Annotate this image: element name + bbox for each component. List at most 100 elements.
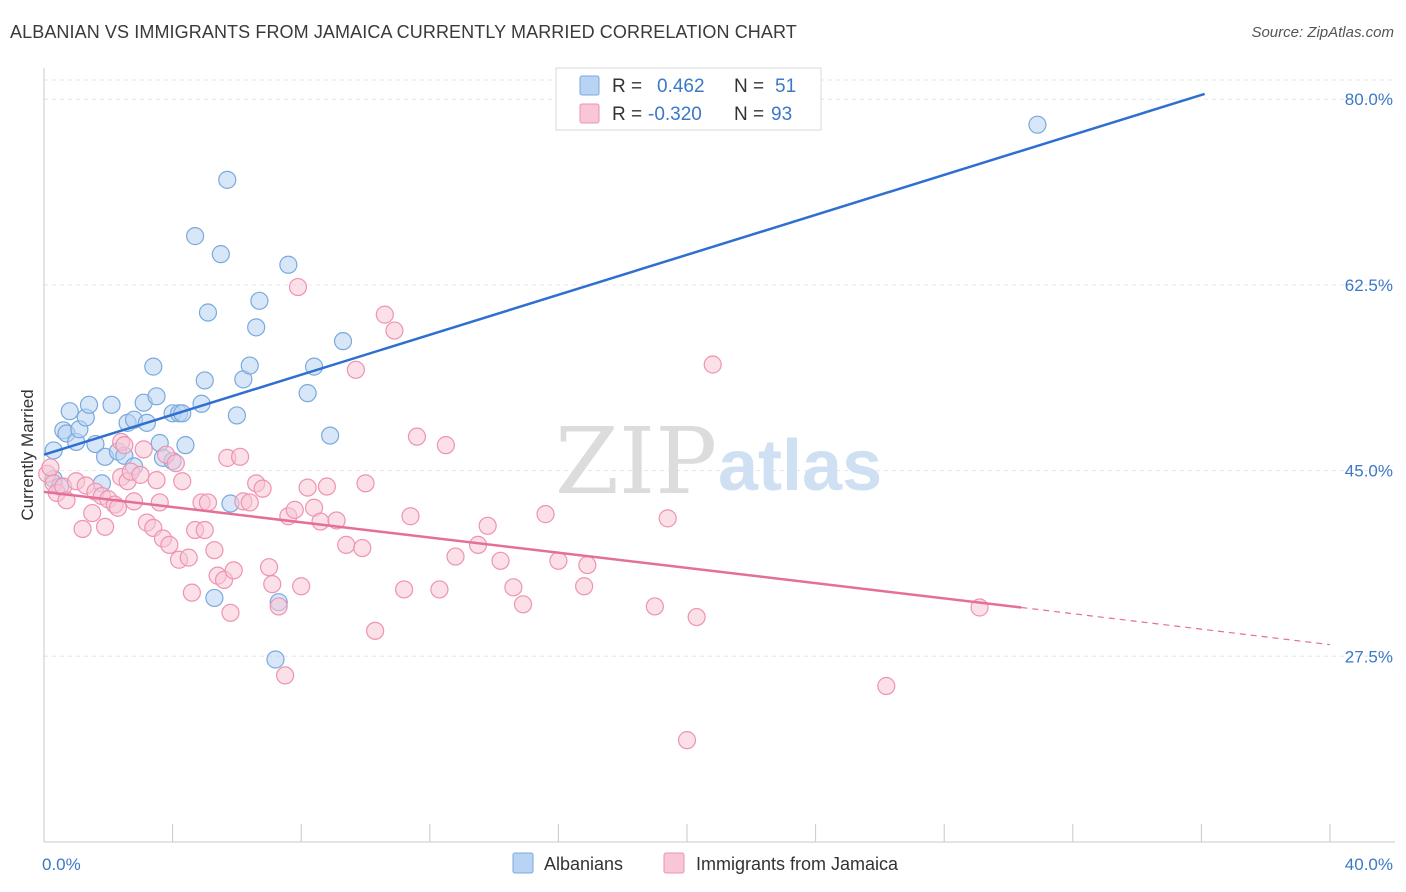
series-legend: Albanians Immigrants from Jamaica xyxy=(512,852,899,874)
jamaica-point-86 xyxy=(645,597,664,616)
chart-title: ALBANIAN VS IMMIGRANTS FROM JAMAICA CURR… xyxy=(10,22,797,42)
albanians-point-49 xyxy=(333,332,353,351)
jamaica-point-78 xyxy=(478,516,497,535)
watermark-atlas: atlas xyxy=(718,426,882,506)
jamaica-point-22 xyxy=(131,465,150,484)
albanians-point-35 xyxy=(211,245,230,264)
source-credit: Source: ZipAtlas.com xyxy=(1251,24,1394,41)
albanians-point-13 xyxy=(102,395,121,414)
watermark: ZIP atlas xyxy=(555,408,882,515)
y-axis-label: Currently Married xyxy=(18,389,37,520)
albanians-trend-line xyxy=(43,92,1205,456)
albanians-point-33 xyxy=(198,303,218,322)
stats-legend: R = 0.462 N = 51 R = -0.320 N = 93 xyxy=(555,67,822,131)
jamaica-point-69 xyxy=(375,305,394,324)
jamaica-point-70 xyxy=(385,321,404,340)
jamaica-point-18 xyxy=(115,436,134,455)
jamaica-point-54 xyxy=(276,666,295,685)
albanians-point-38 xyxy=(227,406,246,425)
jamaica-point-40 xyxy=(205,541,224,560)
jamaica-trend-line xyxy=(43,490,1022,609)
jamaica-point-46 xyxy=(231,447,250,466)
legend-n-value-2: 93 xyxy=(771,104,792,125)
y-tick-label-1: 45.0% xyxy=(1345,462,1393,481)
axes xyxy=(43,68,1395,843)
y-tick-label-2: 62.5% xyxy=(1345,276,1393,295)
jamaica-point-23 xyxy=(134,440,153,459)
jamaica-point-7 xyxy=(73,519,92,539)
jamaica-point-76 xyxy=(446,547,465,566)
jamaica-point-27 xyxy=(150,493,169,512)
trend-lines xyxy=(43,92,1331,646)
legend-n-value-1: 51 xyxy=(775,76,796,97)
jamaica-point-44 xyxy=(221,603,240,622)
albanians-point-5 xyxy=(60,402,79,421)
jamaica-point-87 xyxy=(658,509,677,528)
bottom-legend-swatch-albanians xyxy=(512,852,534,874)
jamaica-point-89 xyxy=(687,607,706,627)
albanians-point-30 xyxy=(186,227,205,246)
albanians-point-9 xyxy=(79,395,99,414)
jamaica-point-58 xyxy=(292,577,311,596)
jamaica-point-51 xyxy=(259,558,279,577)
jamaica-point-81 xyxy=(513,595,533,614)
albanians-point-41 xyxy=(247,318,266,337)
jamaica-point-82 xyxy=(536,505,555,524)
jamaica-point-62 xyxy=(317,477,337,496)
jamaica-trend-extension xyxy=(1021,606,1331,646)
jamaica-point-1 xyxy=(41,458,60,477)
jamaica-point-26 xyxy=(147,471,166,490)
albanians-point-29 xyxy=(176,436,195,455)
jamaica-point-67 xyxy=(356,474,375,493)
jamaica-point-66 xyxy=(353,538,372,558)
x-tick-label-0: 0.0% xyxy=(42,855,81,874)
legend-swatch-jamaica xyxy=(579,103,600,124)
jamaica-point-48 xyxy=(240,493,259,512)
jamaica-point-56 xyxy=(285,500,304,519)
jamaica-point-30 xyxy=(160,535,179,554)
albanians-point-21 xyxy=(144,357,163,376)
jamaica-point-65 xyxy=(346,360,365,379)
jamaica-point-71 xyxy=(394,580,414,599)
jamaica-point-33 xyxy=(173,472,192,491)
legend-r-value-1: 0.462 xyxy=(657,76,705,97)
legend-n-label-1: N = xyxy=(734,76,764,97)
jamaica-point-57 xyxy=(288,277,308,297)
series-jamaica xyxy=(38,277,989,750)
jamaica-point-61 xyxy=(311,512,330,531)
jamaica-point-75 xyxy=(436,436,455,455)
jamaica-point-45 xyxy=(224,561,243,580)
jamaica-point-79 xyxy=(491,551,510,570)
jamaica-point-15 xyxy=(108,498,128,517)
legend-box xyxy=(555,67,822,131)
jamaica-point-80 xyxy=(504,578,523,597)
tick-labels: 27.5% 45.0% 62.5% 80.0% 0.0% 40.0% xyxy=(42,90,1393,874)
jamaica-point-83 xyxy=(549,551,568,570)
bottom-legend-label-jamaica: Immigrants from Jamaica xyxy=(696,854,899,874)
watermark-zip: ZIP xyxy=(555,408,717,515)
bottom-legend-label-albanians: Albanians xyxy=(544,854,623,874)
jamaica-point-52 xyxy=(263,575,282,594)
jamaica-point-9 xyxy=(83,503,102,523)
y-tick-label-0: 27.5% xyxy=(1345,647,1393,666)
jamaica-point-31 xyxy=(166,454,185,473)
jamaica-point-91 xyxy=(877,676,896,696)
albanians-point-34 xyxy=(205,588,224,608)
jamaica-point-88 xyxy=(677,731,697,750)
legend-r-label-2: R = xyxy=(612,104,642,125)
legend-n-label-2: N = xyxy=(734,104,764,125)
jamaica-point-90 xyxy=(703,355,722,374)
legend-r-value-2: -0.320 xyxy=(648,104,702,125)
jamaica-point-39 xyxy=(198,493,218,512)
albanians-point-42 xyxy=(250,291,269,310)
jamaica-point-53 xyxy=(269,597,288,616)
albanians-point-43 xyxy=(266,650,285,669)
jamaica-point-59 xyxy=(298,478,317,497)
jamaica-point-35 xyxy=(182,583,201,602)
legend-swatch-albanians xyxy=(579,75,600,96)
albanians-point-48 xyxy=(321,426,340,445)
jamaica-point-12 xyxy=(95,517,115,536)
albanians-point-50 xyxy=(1028,115,1047,134)
y-tick-label-3: 80.0% xyxy=(1345,90,1393,109)
jamaica-point-50 xyxy=(253,479,272,498)
